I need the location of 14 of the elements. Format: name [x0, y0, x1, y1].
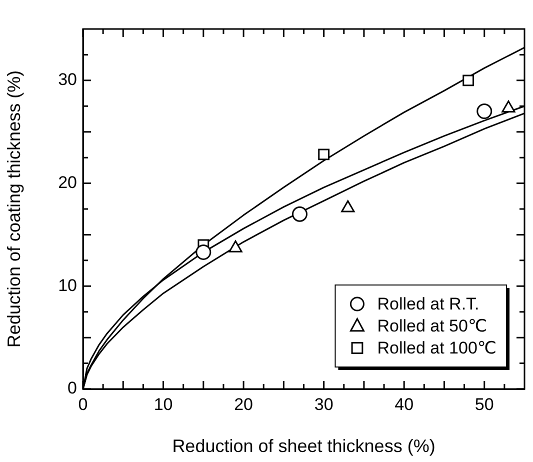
- x-tick-label: 20: [234, 394, 254, 414]
- x-axis-title: Reduction of sheet thickness (%): [172, 436, 436, 456]
- legend-label: Rolled at 100℃: [377, 338, 497, 358]
- y-tick-label: 30: [58, 70, 77, 90]
- x-tick-label: 50: [474, 394, 494, 414]
- legend-label: Rolled at 50℃: [377, 316, 488, 336]
- y-tick-label: 0: [68, 378, 77, 398]
- x-tick-label: 40: [394, 394, 414, 414]
- y-tick-label: 20: [58, 172, 77, 192]
- legend-label: Rolled at R.T.: [377, 294, 480, 314]
- y-axis-title: Reduction of coating thickness (%): [4, 70, 24, 348]
- x-tick-label: 30: [314, 394, 334, 414]
- x-tick-label: 10: [154, 394, 173, 414]
- y-tick-label: 10: [58, 276, 77, 295]
